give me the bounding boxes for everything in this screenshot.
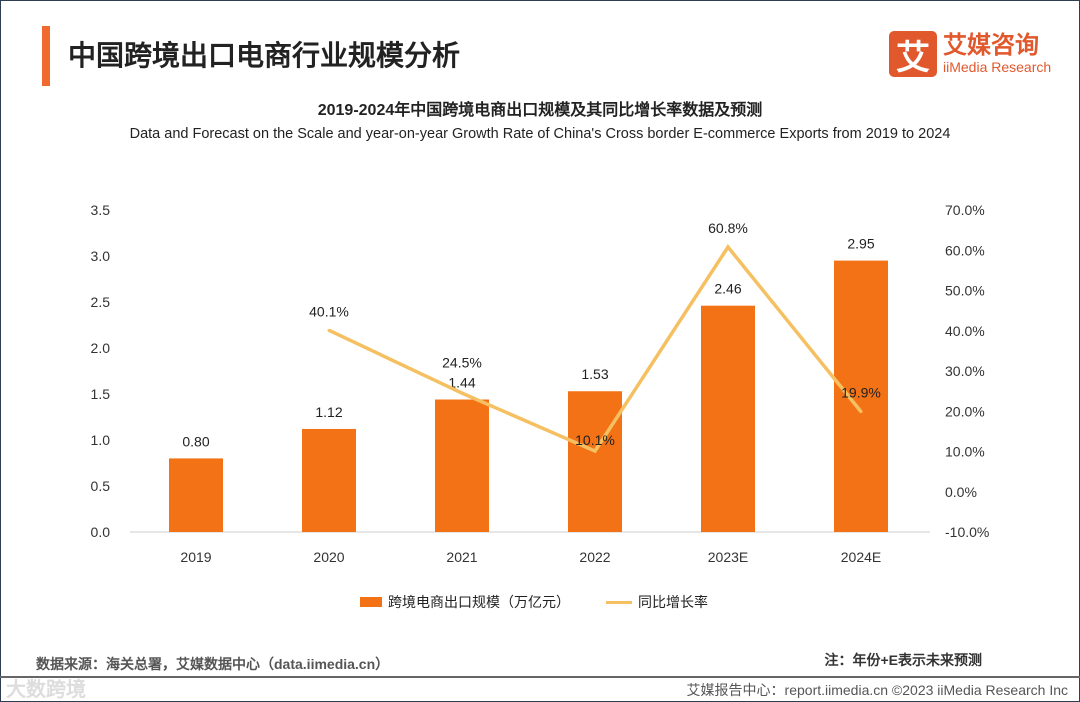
left-tick-label: 3.0 [91,248,111,264]
left-tick-label: 1.0 [91,432,111,448]
x-tick-label: 2022 [579,549,610,565]
right-tick-label: 50.0% [945,283,985,299]
bar-value-label: 0.80 [182,433,209,449]
page-title: 中国跨境出口电商行业规模分析 [68,40,461,71]
bar-value-label: 2.95 [847,236,874,252]
chart-subtitle: Data and Forecast on the Scale and year-… [129,126,951,142]
bar-value-label: 1.44 [448,375,475,391]
right-tick-label: 60.0% [945,242,985,258]
bar [435,399,489,532]
right-tick-label: 0.0% [945,484,977,500]
line-value-label: 10.1% [575,432,615,448]
left-tick-label: 2.5 [91,294,111,310]
logo-mark: 艾 [889,31,937,77]
line-value-label: 40.1% [309,303,349,319]
right-tick-label: 10.0% [945,444,985,460]
bar [568,391,622,532]
bar [302,428,356,532]
bar [834,260,888,532]
legend-label: 同比增长率 [638,594,708,610]
line-point [593,449,597,453]
watermark: 大数跨境 [6,679,86,701]
line-value-label: 19.9% [841,385,881,401]
x-tick-label: 2020 [313,549,344,565]
line-point [726,245,730,249]
bar-value-label: 1.12 [315,404,342,420]
right-tick-label: 20.0% [945,403,985,419]
line-value-label: 60.8% [708,220,748,236]
legend-label: 跨境电商出口规模（万亿元） [388,594,570,610]
logo-en: iiMedia Research [943,59,1052,75]
left-tick-label: 0.0 [91,524,111,540]
chart-title: 2019-2024年中国跨境电商出口规模及其同比增长率数据及预测 [317,102,763,119]
left-tick-label: 0.5 [91,478,111,494]
x-tick-label: 2019 [180,549,211,565]
line-value-label: 24.5% [442,355,482,371]
copyright-text: 艾媒报告中心：report.iimedia.cn ©2023 iiMedia R… [686,682,1068,698]
right-tick-label: 70.0% [945,202,985,218]
left-tick-label: 2.0 [91,340,111,356]
note-text: 注：年份+E表示未来预测 [824,652,982,668]
x-tick-label: 2024E [841,549,881,565]
bar-value-label: 2.46 [714,281,741,297]
legend: 跨境电商出口规模（万亿元） 同比增长率 [360,592,708,612]
title-accent-bar [42,26,50,86]
bar-value-label: 1.53 [581,366,608,382]
source-text: 数据来源：海关总署，艾媒数据中心（data.iimedia.cn） [36,656,390,672]
line-point [859,410,863,414]
legend-item-line: 同比增长率 [606,592,708,612]
line-point [327,328,331,332]
right-tick-label: 40.0% [945,323,985,339]
x-tick-label: 2023E [708,549,748,565]
x-tick-label: 2021 [446,549,477,565]
legend-item-bar: 跨境电商出口规模（万亿元） [360,592,570,612]
line-point [460,391,464,395]
left-tick-label: 3.5 [91,202,111,218]
legend-swatch-bar [360,597,382,607]
logo-cn: 艾媒咨询 [943,32,1039,59]
legend-swatch-line [606,600,632,604]
right-tick-label: 30.0% [945,363,985,379]
footer-divider [0,676,1080,678]
right-tick-label: -10.0% [945,524,989,540]
iimedia-logo: 艾 艾媒咨询 iiMedia Research [889,31,1051,77]
bar [701,305,755,532]
bar [169,458,223,532]
left-tick-label: 1.5 [91,386,111,402]
